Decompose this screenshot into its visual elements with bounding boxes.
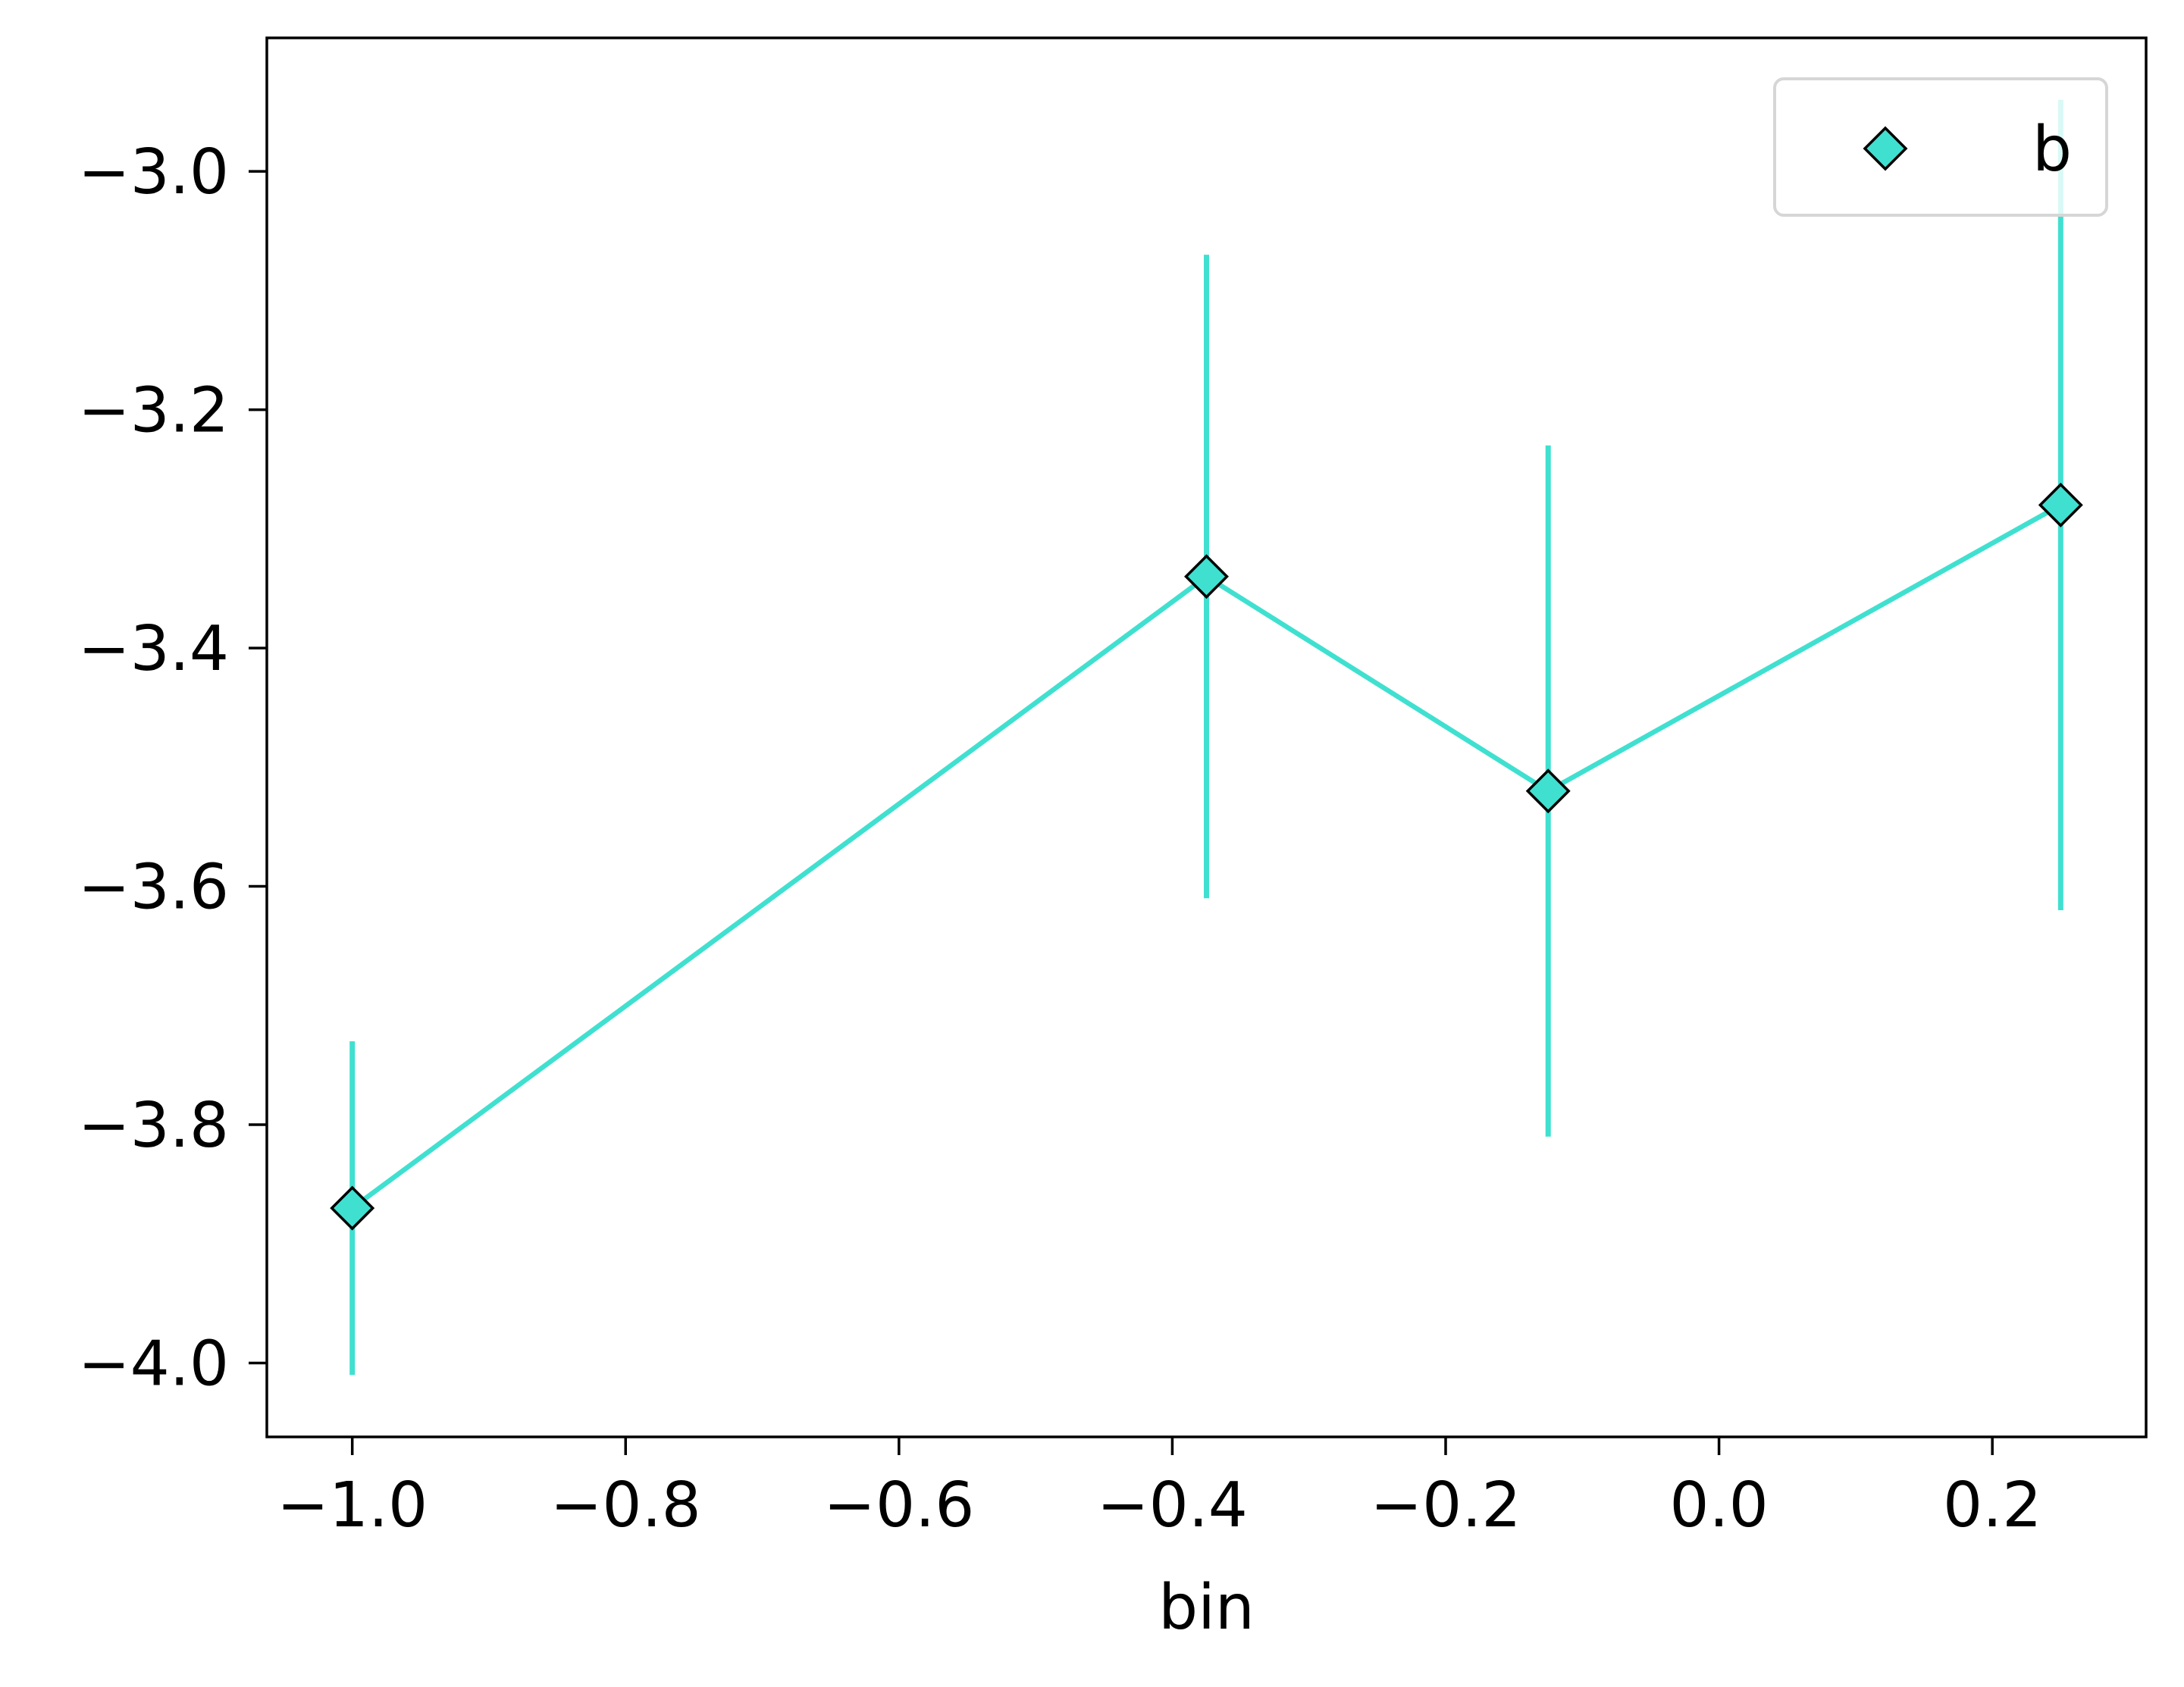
y-tick-label: −3.0: [78, 136, 229, 208]
x-axis: −1.0 −0.8 −0.6 −0.4 −0.2 0.0 0.2: [277, 1437, 2041, 1541]
y-tick-label: −3.2: [78, 375, 229, 447]
x-tick-label: −0.6: [823, 1469, 974, 1541]
series-layer: [330, 99, 2083, 1376]
data-point: [2038, 482, 2083, 527]
x-tick-label: −0.2: [1370, 1469, 1521, 1541]
plot-area: [265, 36, 2148, 1438]
x-tick-label: −1.0: [277, 1469, 428, 1541]
y-tick-label: −3.6: [78, 852, 229, 924]
x-tick-label: 0.0: [1669, 1469, 1768, 1541]
y-tick-label: −3.4: [78, 613, 229, 685]
legend: b: [1773, 77, 2108, 217]
y-axis: −3.0 −3.2 −3.4 −3.6 −3.8 −4.0: [78, 136, 267, 1401]
legend-label: b: [2032, 114, 2072, 186]
x-tick-label: −0.4: [1097, 1469, 1248, 1541]
legend-box: [1773, 77, 2108, 217]
series-line: [350, 502, 2062, 1210]
y-tick-label: −4.0: [78, 1329, 229, 1401]
data-point: [1184, 554, 1229, 599]
x-axis-title: bin: [1158, 1572, 1255, 1644]
data-point: [1525, 768, 1571, 814]
data-point: [330, 1185, 375, 1231]
legend-marker-diamond-icon: [1863, 126, 1908, 171]
y-tick-label: −3.8: [78, 1090, 229, 1162]
axes-frame: [265, 36, 2148, 1438]
x-tick-label: −0.8: [550, 1469, 701, 1541]
x-tick-label: 0.2: [1943, 1469, 2041, 1541]
